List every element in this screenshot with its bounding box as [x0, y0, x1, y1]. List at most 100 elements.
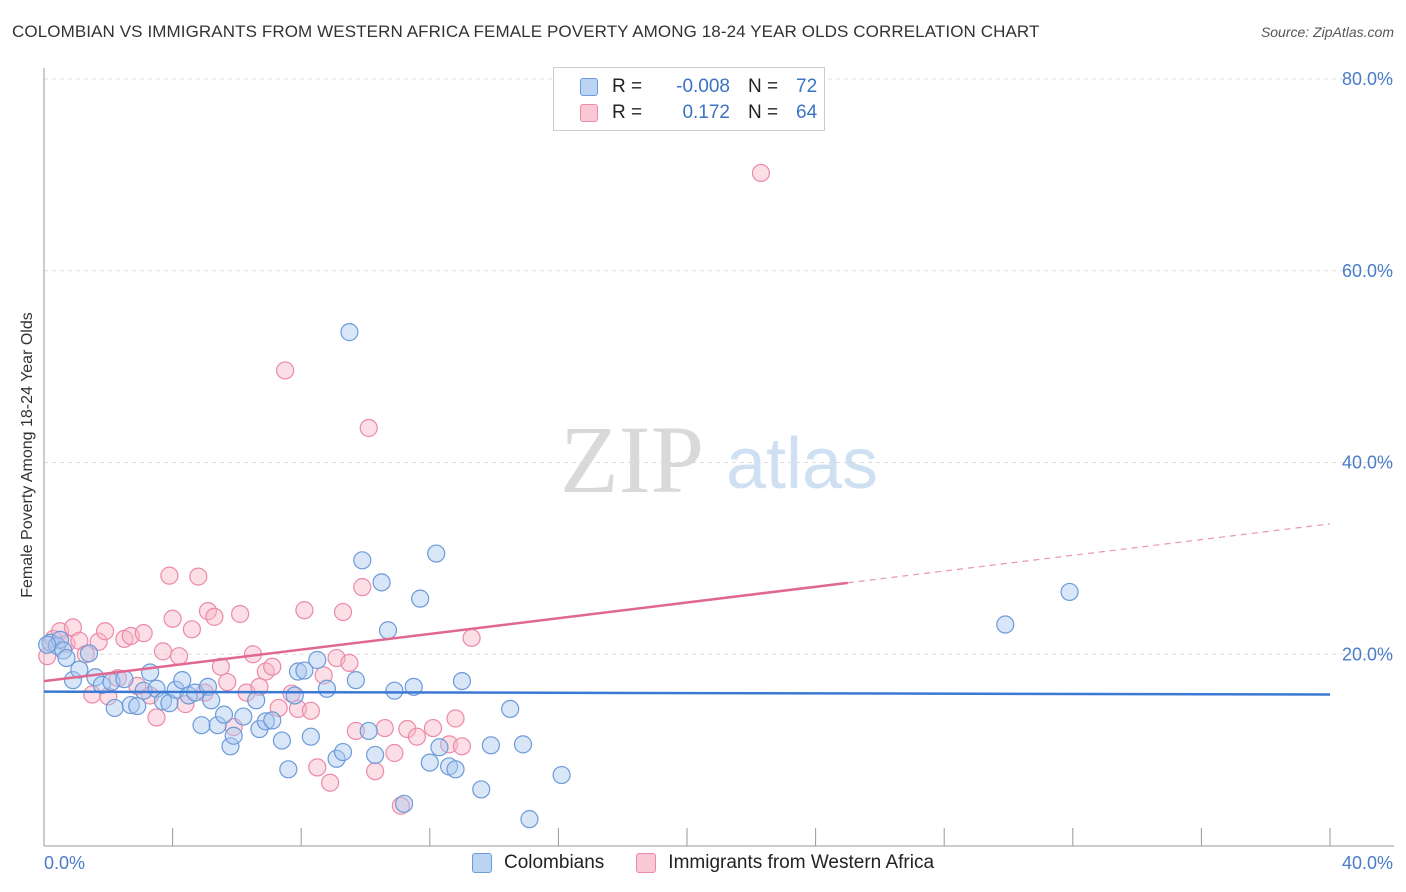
immigrants-point [452, 737, 472, 756]
colombians-point [256, 712, 275, 731]
colombians-point [202, 691, 221, 710]
colombians-point [481, 736, 500, 755]
legend-row-colombians: R = -0.008 N = 72 [554, 74, 817, 100]
colombians-point [121, 695, 140, 715]
colombians-r-label: R = [612, 76, 643, 97]
immigrants-point [182, 620, 201, 639]
immigrants-point [346, 721, 365, 741]
colombians-point [247, 691, 266, 710]
immigrants-point [751, 163, 771, 183]
colombians-point [288, 662, 308, 681]
immigrants-point [333, 602, 353, 622]
immigrants-point [95, 622, 115, 641]
colombians-point [285, 686, 304, 705]
colombians-point [301, 727, 320, 746]
colombians-point [272, 731, 292, 750]
colombians-point [221, 737, 240, 756]
colombians-point [427, 544, 446, 563]
immigrants-trend-extension [847, 523, 1331, 584]
colombians-point [366, 745, 385, 765]
immigrants-point [83, 685, 102, 704]
colombians-point [430, 738, 449, 757]
colombians-point [173, 671, 192, 690]
colombians-r-value: -0.008 [676, 76, 730, 97]
immigrants-point [391, 796, 410, 815]
colombians-point [192, 716, 211, 735]
immigrants-point [211, 657, 230, 676]
immigrants-r-label: R = [612, 102, 643, 123]
colombians-point [452, 671, 472, 691]
chart-title: COLOMBIAN VS IMMIGRANTS FROM WESTERN AFR… [12, 22, 1040, 41]
colombians-point [411, 589, 430, 608]
immigrants-point [153, 642, 173, 661]
colombians-point [79, 644, 99, 663]
immigrants-legend-swatch [636, 853, 657, 873]
colombians-point [317, 679, 337, 698]
immigrants-point [359, 418, 378, 438]
colombians-point [224, 726, 243, 745]
colombians-point [234, 707, 253, 726]
colombians-point [372, 573, 391, 592]
colombians-point [340, 323, 359, 342]
colombians-point [214, 705, 234, 724]
axes [43, 68, 1394, 847]
colombians-point [501, 699, 520, 718]
colombians-point [105, 698, 124, 718]
legend-item-colombians: Colombians [471, 852, 605, 874]
immigrants-point [134, 624, 153, 643]
y-tick-label: 80.0% [1342, 69, 1393, 89]
immigrants-point [340, 653, 359, 672]
colombians-point [38, 635, 57, 654]
immigrants-point [231, 604, 250, 624]
immigrants-point [301, 701, 320, 720]
colombians-point [520, 810, 539, 829]
colombians-point [472, 780, 491, 799]
colombians-point [420, 753, 439, 772]
watermark-zip: ZIP [560, 406, 704, 513]
colombians-point [333, 742, 353, 762]
colombians-point [446, 760, 465, 779]
immigrants-point [398, 719, 417, 739]
immigrants-point [308, 758, 327, 777]
colombians-point [346, 671, 365, 690]
colombians-trend-line [43, 690, 1331, 696]
colombians-point [552, 765, 571, 785]
immigrants-n-value: 64 [796, 102, 818, 123]
y-tick-label: 20.0% [1342, 644, 1393, 664]
immigrants-point [163, 609, 182, 628]
immigrants-trend-line [43, 581, 848, 683]
gridlines [44, 78, 1394, 655]
immigrants-legend-label: Immigrants from Western Africa [668, 852, 935, 873]
y-tick-label: 60.0% [1342, 261, 1393, 281]
immigrants-point [321, 773, 340, 792]
trend-lines [43, 523, 1331, 696]
immigrants-point [147, 708, 166, 727]
colombians-point [996, 615, 1015, 634]
colombians-point [513, 735, 533, 754]
colombians-legend-swatch [471, 853, 492, 873]
colombians-point [1060, 582, 1079, 602]
immigrants-r-value: 0.172 [682, 102, 730, 123]
immigrants-n-label: N = [748, 102, 779, 123]
immigrants-point [314, 666, 333, 685]
immigrants-point [295, 601, 314, 620]
immigrants-point [385, 743, 404, 763]
immigrants-point [189, 567, 208, 586]
immigrants-point [218, 672, 237, 692]
immigrants-point [423, 718, 443, 738]
x-tick-label: 40.0% [1342, 853, 1393, 873]
colombians-point [279, 760, 298, 779]
immigrants-point [407, 727, 427, 746]
y-tick-label: 40.0% [1342, 453, 1393, 473]
colombians-point [378, 621, 398, 640]
colombians-point [327, 749, 346, 768]
colombians-point [404, 677, 423, 696]
colombians-swatch [580, 78, 598, 96]
colombians-point [359, 721, 378, 741]
colombians-legend-label: Colombians [503, 852, 605, 873]
correlation-legend: R = -0.008 N = 72 R = 0.172 N = 64 [553, 67, 825, 131]
colombians-point [263, 711, 282, 730]
immigrants-point [366, 762, 385, 781]
tick-labels: 20.0% 40.0% 60.0% 80.0% 0.0% 40.0% [44, 69, 1393, 873]
